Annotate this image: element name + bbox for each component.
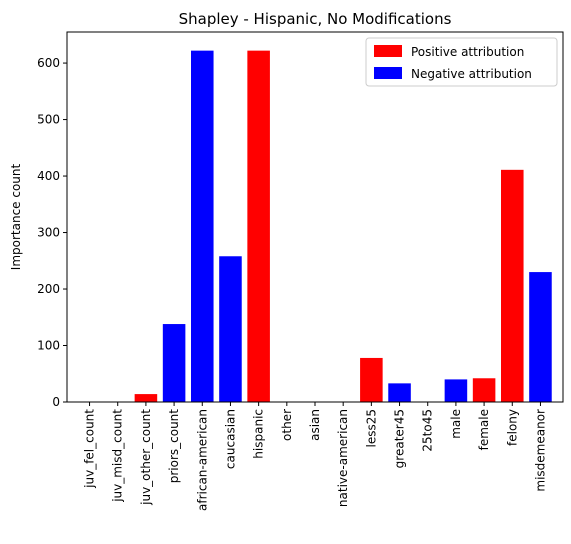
x-tick-label: misdemeanor [533, 409, 547, 492]
bar-caucasian [219, 256, 242, 402]
legend-box [365, 37, 558, 87]
bar-juv_other_count [134, 394, 158, 402]
x-tick-label: less25 [364, 409, 378, 448]
bar-misdemeanor [529, 272, 552, 402]
legend-label-positive: Positive attribution [411, 45, 524, 59]
x-tick-label: asian [308, 409, 322, 441]
x-tick-label: caucasian [223, 409, 237, 469]
y-tick-label: 0 [52, 395, 60, 409]
plot-frame [66, 31, 564, 403]
bar-less25 [360, 357, 383, 402]
bar-african-american [191, 50, 214, 402]
x-tick-label: priors_count [167, 409, 181, 484]
bar-hispanic [247, 50, 270, 402]
legend-label-negative: Negative attribution [411, 67, 532, 81]
x-tick-label: other [280, 409, 294, 441]
y-tick-label: 600 [37, 56, 60, 70]
y-tick-label: 200 [37, 282, 60, 296]
legend: Positive attribution Negative attribution [365, 37, 558, 87]
y-tick-label: 400 [37, 169, 60, 183]
bars-layer [134, 50, 552, 402]
x-tick-label: juv_fel_count [83, 409, 97, 489]
x-tick-label: native-american [336, 409, 350, 507]
y-tick-label: 300 [37, 226, 60, 240]
x-tick-label: juv_other_count [139, 409, 153, 506]
bar-female [472, 378, 496, 402]
x-tick-label: 25to45 [421, 409, 435, 452]
x-tick-label: greater45 [393, 409, 407, 468]
chart-title: Shapley - Hispanic, No Modifications [179, 10, 452, 28]
bar-greater45 [388, 383, 411, 402]
bar-priors_count [162, 324, 186, 402]
legend-swatch-negative [374, 67, 402, 79]
x-tick-label: female [477, 409, 491, 450]
legend-swatch-positive [374, 45, 402, 57]
x-tick-label: hispanic [252, 409, 266, 459]
y-tick-label: 500 [37, 113, 60, 127]
bar-male [444, 379, 468, 402]
axes-layer: 0 100 200 300 400 500 600 juv_fel_count juv_misd… [37, 31, 564, 511]
x-tick-label: male [449, 409, 463, 439]
bar-felony [501, 169, 524, 402]
x-tick-label: african-american [195, 409, 209, 511]
x-tick-label: juv_misd_count [111, 409, 125, 503]
x-tick-label: felony [505, 409, 519, 446]
y-axis-label: Importance count [9, 163, 23, 270]
y-tick-label: 100 [37, 339, 60, 353]
